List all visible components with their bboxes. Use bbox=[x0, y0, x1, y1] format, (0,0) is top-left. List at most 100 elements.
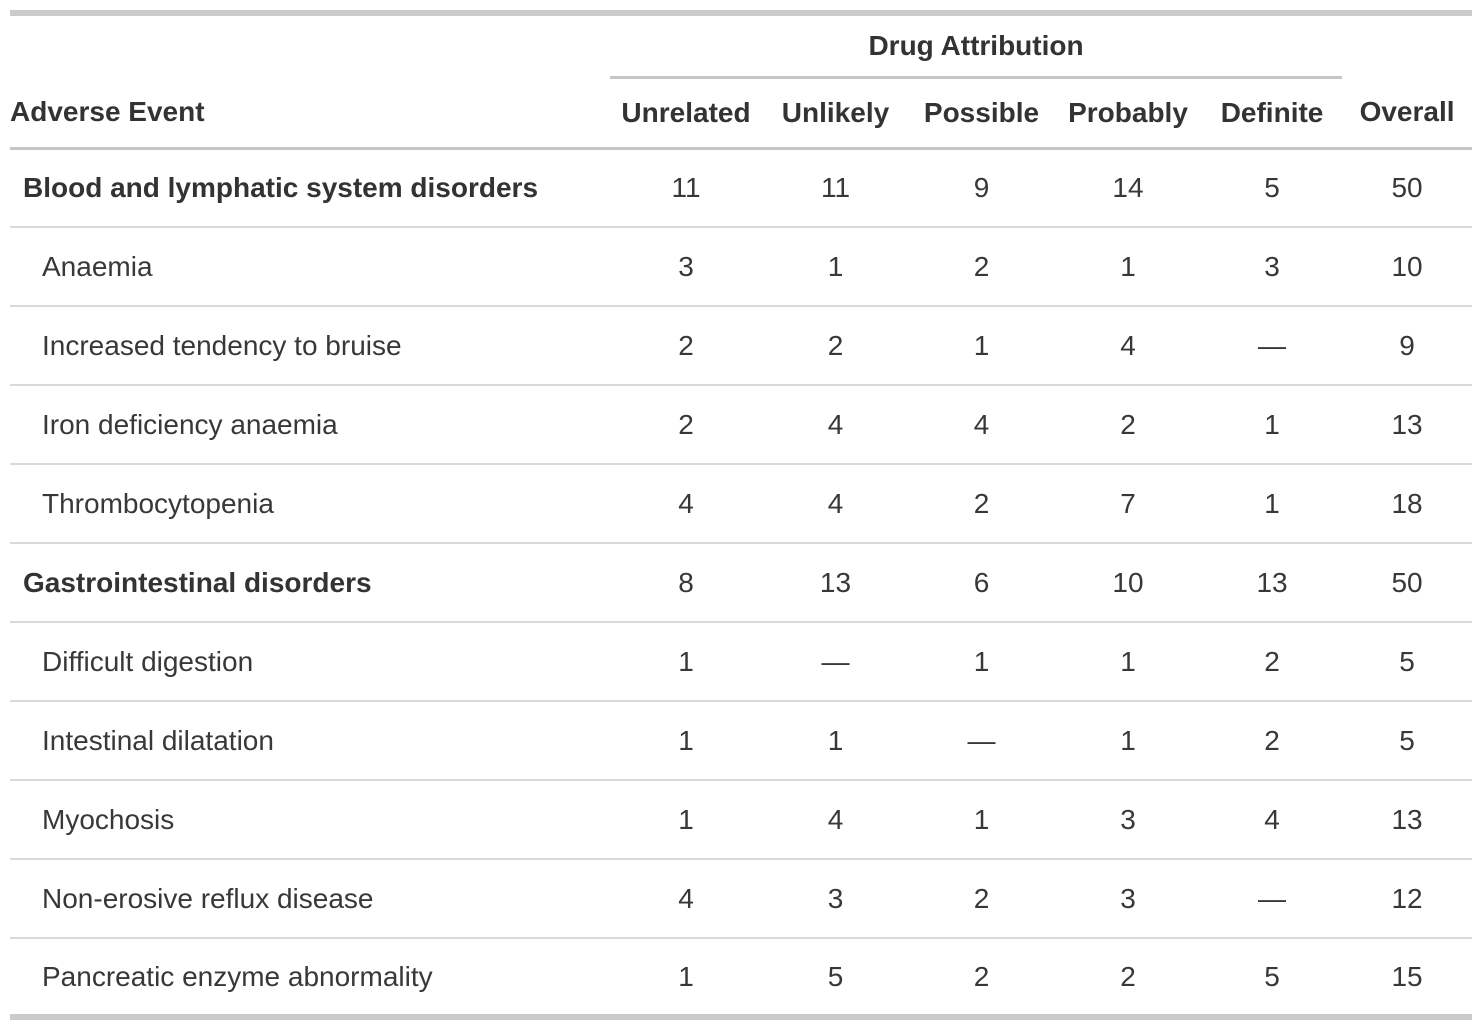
cell-value: 4 bbox=[827, 487, 844, 519]
cell-value: 2 bbox=[973, 960, 990, 992]
cell-value: — bbox=[1258, 329, 1287, 361]
event-row: Myochosis 1 4 1 3 4 13 bbox=[10, 780, 1473, 859]
cell-value: 7 bbox=[1120, 487, 1136, 519]
cell-value: 1 bbox=[973, 329, 990, 361]
cell-value: 2 bbox=[973, 882, 990, 914]
cell-value: 5 bbox=[1264, 171, 1280, 203]
event-row: Difficult digestion 1 — 1 1 2 5 bbox=[10, 622, 1473, 701]
cell-value: 8 bbox=[678, 566, 694, 598]
event-label: Anaemia bbox=[42, 250, 153, 282]
cell-value: 10 bbox=[1112, 566, 1144, 598]
cell-value: 13 bbox=[819, 566, 852, 598]
cell-value: 1 bbox=[1120, 645, 1136, 677]
event-row: Thrombocytopenia 4 4 2 7 1 18 bbox=[10, 464, 1473, 543]
event-label: Myochosis bbox=[42, 803, 175, 835]
cell-value: 50 bbox=[1391, 566, 1423, 598]
cell-value: 2 bbox=[973, 250, 990, 282]
cell-value: 9 bbox=[973, 171, 990, 203]
column-header-unlikely: Unlikely bbox=[762, 77, 909, 150]
event-row: Anaemia 3 1 2 1 3 10 bbox=[10, 227, 1473, 306]
cell-value: — bbox=[967, 724, 996, 756]
cell-value: 2 bbox=[678, 408, 694, 440]
spanner-spacer-stub bbox=[10, 13, 610, 77]
event-row: Iron deficiency anaemia 2 4 4 2 1 13 bbox=[10, 385, 1473, 464]
event-label: Intestinal dilatation bbox=[42, 724, 274, 756]
column-header-probably: Probably bbox=[1054, 77, 1202, 150]
cell-value: 4 bbox=[1120, 329, 1136, 361]
group-row: Blood and lymphatic system disorders 11 11… bbox=[10, 148, 1473, 227]
cell-value: 1 bbox=[973, 645, 990, 677]
column-header-definite: Definite bbox=[1202, 77, 1343, 150]
cell-value: 13 bbox=[1391, 803, 1423, 835]
cell-value: 3 bbox=[827, 882, 844, 914]
cell-value: 2 bbox=[1264, 645, 1280, 677]
cell-value: 4 bbox=[827, 408, 844, 440]
cell-value: 3 bbox=[1120, 882, 1136, 914]
cell-value: 4 bbox=[678, 487, 694, 519]
cell-value: 1 bbox=[1120, 250, 1136, 282]
cell-value: 5 bbox=[1399, 645, 1415, 677]
event-label: Pancreatic enzyme abnormality bbox=[42, 960, 433, 992]
cell-value: 2 bbox=[1264, 724, 1280, 756]
cell-value: 1 bbox=[678, 724, 694, 756]
cell-value: 5 bbox=[827, 960, 844, 992]
cell-value: 3 bbox=[678, 250, 694, 282]
cell-value: 1 bbox=[678, 645, 694, 677]
cell-value: 4 bbox=[973, 408, 990, 440]
column-header-unrelated: Unrelated bbox=[610, 77, 762, 150]
event-row: Pancreatic enzyme abnormality 1 5 2 2 5 15 bbox=[10, 938, 1472, 1017]
cell-value: 4 bbox=[1264, 803, 1280, 835]
cell-value: 50 bbox=[1391, 171, 1423, 203]
column-header-possible: Possible bbox=[909, 77, 1054, 150]
cell-value: 1 bbox=[678, 803, 694, 835]
column-header-adverse-event: Adverse Event bbox=[10, 77, 610, 150]
cell-value: 1 bbox=[1120, 724, 1136, 756]
cell-value: 6 bbox=[973, 566, 990, 598]
spanner-row: Drug Attribution bbox=[10, 13, 1472, 79]
spanner-spacer-overall bbox=[1342, 13, 1472, 77]
cell-value: 4 bbox=[678, 882, 694, 914]
column-header-row: Adverse Event Unrelated Unlikely Possibl… bbox=[10, 77, 1473, 150]
cell-value: 14 bbox=[1112, 171, 1144, 203]
group-label: Gastrointestinal disorders bbox=[23, 566, 372, 598]
cell-value: 4 bbox=[827, 803, 844, 835]
cell-value: 13 bbox=[1391, 408, 1423, 440]
cell-value: 15 bbox=[1391, 960, 1423, 992]
group-label: Blood and lymphatic system disorders bbox=[23, 171, 539, 203]
group-row: Gastrointestinal disorders 8 13 6 10 13 50 bbox=[10, 543, 1473, 622]
cell-value: — bbox=[821, 645, 850, 677]
event-row: Increased tendency to bruise 2 2 1 4 — 9 bbox=[10, 306, 1473, 385]
spanner-drug-attribution: Drug Attribution bbox=[610, 13, 1343, 79]
cell-value: 9 bbox=[1399, 329, 1415, 361]
cell-value: 2 bbox=[678, 329, 694, 361]
cell-value: 1 bbox=[973, 803, 990, 835]
cell-value: 2 bbox=[1120, 960, 1136, 992]
cell-value: 10 bbox=[1391, 250, 1423, 282]
cell-value: — bbox=[1258, 882, 1287, 914]
cell-value: 1 bbox=[678, 960, 694, 992]
event-row: Intestinal dilatation 1 1 — 1 2 5 bbox=[10, 701, 1473, 780]
cell-value: 5 bbox=[1399, 724, 1415, 756]
cell-value: 2 bbox=[1120, 408, 1136, 440]
event-label: Non-erosive reflux disease bbox=[42, 882, 374, 914]
cell-value: 2 bbox=[973, 487, 990, 519]
cell-value: 12 bbox=[1391, 882, 1423, 914]
cell-value: 1 bbox=[1264, 487, 1280, 519]
cell-value: 11 bbox=[820, 171, 851, 203]
cell-value: 1 bbox=[827, 724, 844, 756]
cell-value: 1 bbox=[827, 250, 844, 282]
cell-value: 1 bbox=[1264, 408, 1280, 440]
cell-value: 3 bbox=[1120, 803, 1136, 835]
cell-value: 3 bbox=[1264, 250, 1280, 282]
table-header: Drug Attribution Adverse Event Unrelated… bbox=[10, 13, 1473, 150]
event-label: Thrombocytopenia bbox=[42, 487, 274, 519]
cell-value: 11 bbox=[671, 171, 701, 203]
cell-value: 13 bbox=[1256, 566, 1288, 598]
column-header-overall: Overall bbox=[1342, 77, 1473, 150]
event-label: Difficult digestion bbox=[42, 645, 254, 677]
table-body: Blood and lymphatic system disorders 11 11… bbox=[10, 148, 1473, 1017]
cell-value: 5 bbox=[1264, 960, 1280, 992]
event-label: Increased tendency to bruise bbox=[42, 329, 402, 361]
event-row: Non-erosive reflux disease 4 3 2 3 — 12 bbox=[10, 859, 1473, 938]
cell-value: 2 bbox=[827, 329, 844, 361]
